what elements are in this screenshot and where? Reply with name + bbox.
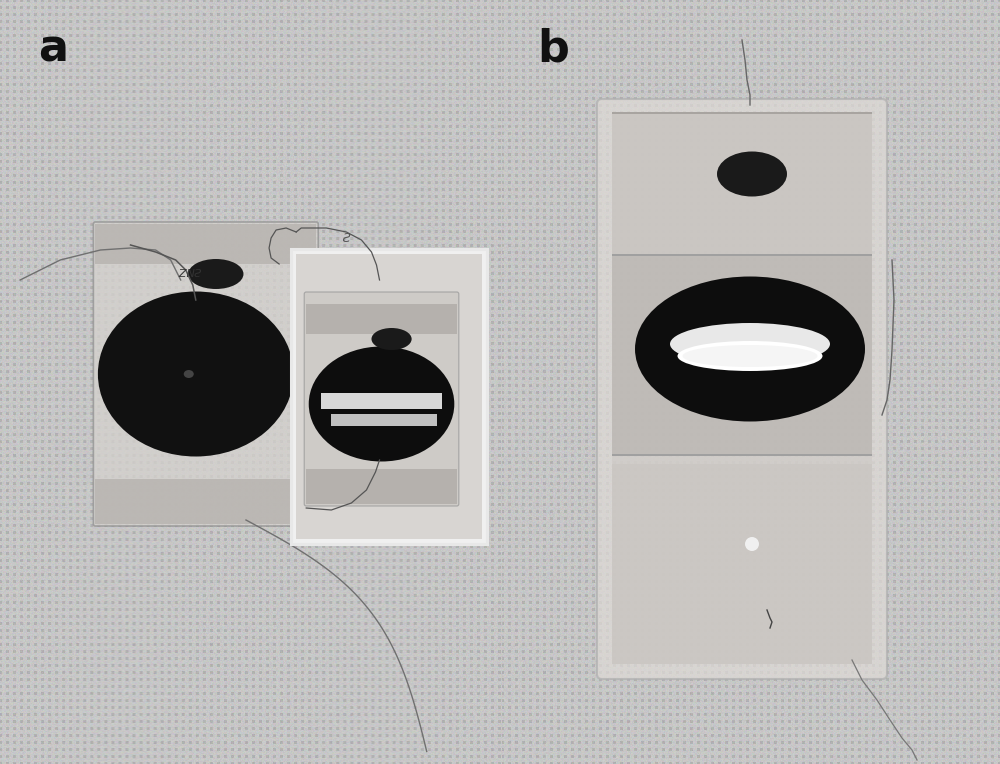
FancyBboxPatch shape bbox=[597, 99, 887, 679]
Bar bbox=[296, 254, 482, 539]
Bar bbox=[306, 304, 457, 334]
Ellipse shape bbox=[635, 277, 865, 422]
Bar bbox=[612, 114, 872, 254]
Text: ƧNZ: ƧNZ bbox=[179, 265, 202, 275]
Bar bbox=[95, 479, 316, 524]
Ellipse shape bbox=[670, 323, 830, 365]
Ellipse shape bbox=[184, 370, 194, 378]
Ellipse shape bbox=[745, 537, 759, 551]
Bar bbox=[612, 254, 872, 454]
Text: b: b bbox=[537, 28, 569, 71]
Bar bbox=[95, 224, 316, 264]
Ellipse shape bbox=[98, 292, 294, 457]
Bar bbox=[612, 112, 872, 114]
Text: a: a bbox=[38, 28, 68, 71]
Bar bbox=[306, 469, 457, 504]
Ellipse shape bbox=[717, 151, 787, 196]
Bar bbox=[612, 454, 872, 456]
Ellipse shape bbox=[309, 347, 454, 461]
FancyBboxPatch shape bbox=[93, 222, 318, 526]
Ellipse shape bbox=[682, 345, 818, 367]
FancyBboxPatch shape bbox=[304, 292, 459, 506]
Bar bbox=[612, 464, 872, 664]
Ellipse shape bbox=[371, 328, 412, 350]
Text: Ƨ: Ƨ bbox=[342, 231, 350, 244]
Bar bbox=[612, 454, 872, 456]
Bar bbox=[612, 254, 872, 256]
Bar bbox=[612, 114, 872, 664]
Bar bbox=[321, 393, 442, 409]
Ellipse shape bbox=[188, 259, 243, 289]
Bar bbox=[612, 254, 872, 256]
Bar bbox=[291, 249, 487, 544]
Bar bbox=[331, 414, 437, 426]
Ellipse shape bbox=[678, 341, 822, 371]
